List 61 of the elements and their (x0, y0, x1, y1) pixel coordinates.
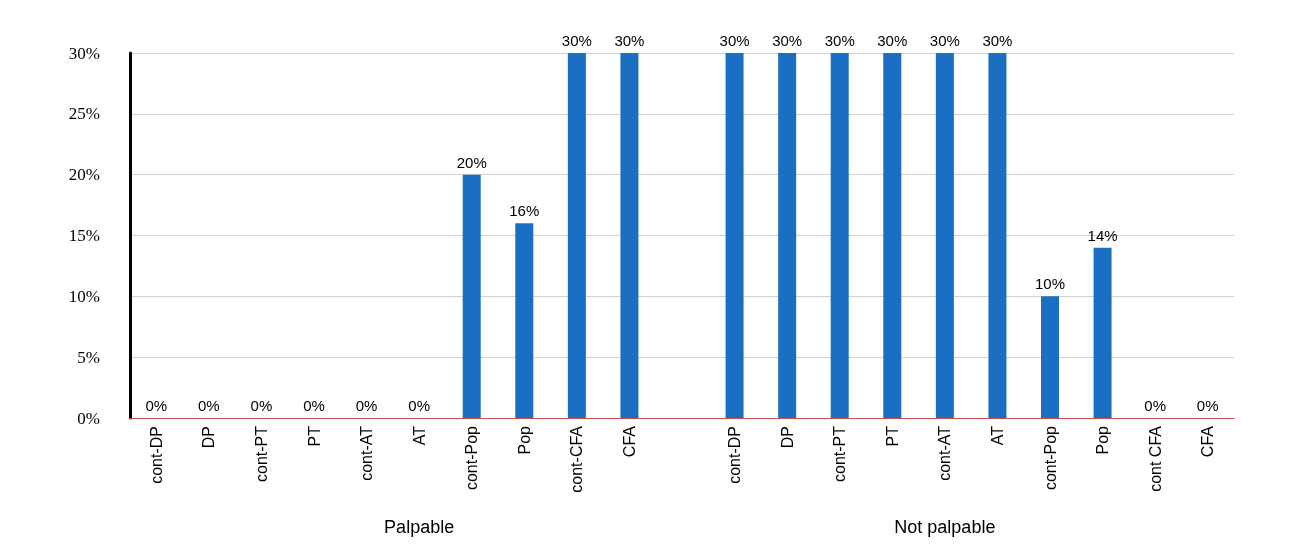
y-tick-label: 20% (68, 165, 100, 185)
x-tick-label: PT (883, 425, 901, 447)
bar (883, 53, 902, 418)
bar (620, 53, 639, 418)
bar (830, 53, 849, 418)
data-label: 30% (824, 32, 855, 49)
bar (988, 53, 1007, 418)
bar (778, 53, 797, 418)
x-tick-label: Pop (1094, 425, 1112, 455)
y-tick-label: 5% (77, 347, 100, 367)
y-tick-label: 25% (68, 104, 100, 124)
x-tick-label: cont-DP (147, 426, 165, 484)
text: Not palpable (894, 517, 996, 537)
data-label: 0% (145, 397, 168, 414)
data-label: 0% (355, 397, 378, 414)
x-tick-label: cont-PT (831, 425, 849, 483)
bar (1093, 247, 1112, 418)
data-label: 30% (772, 32, 803, 49)
x-tick-label: cont-DP (726, 426, 744, 484)
data-label: 0% (408, 397, 430, 414)
data-label: 14% (1087, 226, 1118, 244)
x-tick-label: cont-Pop (463, 425, 481, 491)
y-tick-label: 30% (68, 43, 100, 63)
x-tick-label: PT (305, 425, 323, 447)
data-label: 0% (1144, 397, 1166, 414)
x-tick-label: AT (410, 425, 428, 446)
data-label: 16% (509, 202, 540, 220)
x-tick-label: cont-AT (936, 425, 954, 481)
bar (462, 174, 481, 418)
data-label: 30% (614, 32, 645, 49)
y-tick-label: 10% (68, 286, 100, 306)
x-tick-label: cont-CFA (568, 425, 586, 493)
bar (725, 53, 744, 418)
x-tick-label: cont CFA (1146, 425, 1164, 492)
data-label: 0% (250, 397, 273, 414)
x-tick-label: cont-Pop (1041, 425, 1059, 491)
data-label: 30% (877, 32, 908, 49)
data-label: 30% (561, 32, 592, 49)
data-label: 0% (198, 397, 220, 414)
x-tick-label: AT (988, 425, 1006, 446)
data-label: 30% (929, 32, 960, 49)
bar (935, 53, 954, 418)
data-label: 30% (982, 32, 1013, 49)
data-label: 20% (456, 153, 487, 171)
bar (1041, 296, 1059, 418)
y-tick-label: 15% (68, 226, 100, 245)
bar (567, 53, 586, 418)
x-tick-label: DP (778, 426, 796, 449)
bar (515, 223, 534, 418)
x-tick-label: DP (200, 426, 218, 449)
data-label: 0% (303, 397, 325, 414)
data-label: 10% (1034, 275, 1066, 293)
x-tick-label: cont-AT (358, 425, 376, 481)
y-tick-label: 0% (77, 408, 100, 428)
data-label: 0% (1196, 397, 1219, 414)
x-tick-label: Pop (515, 425, 533, 455)
text: Palpable (384, 517, 455, 537)
data-label: 30% (719, 32, 750, 49)
x-tick-label: cont-PT (252, 425, 270, 483)
x-tick-label: CFA (1199, 425, 1217, 458)
x-tick-label: CFA (620, 425, 638, 458)
